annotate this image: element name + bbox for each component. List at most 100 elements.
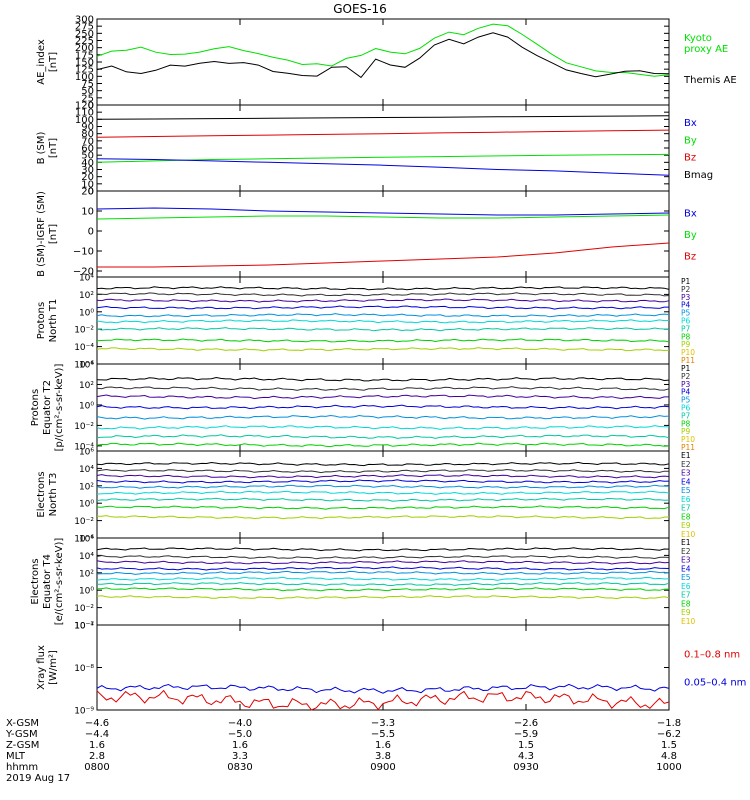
x-axis-row-label: X-GSM: [6, 718, 39, 729]
legend-entry: E8: [681, 599, 691, 608]
y-tick-label: 10: [81, 207, 94, 218]
legend-entry: P7: [681, 324, 691, 333]
y-tick-label: 10⁻⁴: [74, 622, 94, 632]
y-tick-label: 20: [81, 187, 94, 198]
y-tick-label: 10: [81, 179, 94, 190]
y-tick-label: 10⁴: [79, 274, 94, 284]
legend-entry: E10: [681, 617, 696, 626]
legend-entry: P1: [681, 277, 691, 286]
x-axis-value: 1.6: [375, 740, 391, 751]
y-axis-label: Electrons: [36, 471, 47, 517]
legend-entry: P9: [681, 340, 691, 349]
y-tick-label: 40: [81, 158, 94, 169]
series-line: [96, 570, 670, 575]
x-axis-value: 1.5: [661, 740, 677, 751]
series-line: [96, 32, 670, 79]
y-tick-label: 10⁰: [79, 401, 94, 411]
y-tick-label: 10⁴: [79, 465, 94, 475]
legend-entry: P3: [681, 380, 691, 389]
y-tick-label: 10⁻⁸: [74, 664, 94, 674]
series-line: [96, 158, 670, 176]
x-axis-value: −4.4: [85, 729, 109, 740]
y-tick-label: 10⁻⁴: [74, 442, 94, 452]
series-line: [96, 425, 670, 430]
y-tick-label: 10⁻⁶: [74, 361, 94, 371]
panel-4: [96, 276, 670, 365]
legend-entry: P4: [681, 301, 691, 310]
legend-entry: P10: [681, 435, 695, 444]
y-axis-label: North T3: [48, 473, 59, 517]
panel-frame: [96, 537, 670, 626]
series-line: [96, 461, 670, 467]
y-tick-label: −20: [73, 267, 94, 278]
panel-5: [96, 363, 670, 452]
series-line: [96, 547, 670, 552]
y-tick-label: 75: [81, 79, 94, 90]
series-line: [96, 414, 670, 420]
legend-entry: By: [684, 230, 697, 241]
legend-entry: P5: [681, 396, 691, 405]
legend-entry: E8: [681, 512, 691, 521]
y-tick-label: 175: [75, 50, 94, 61]
legend-entry: E1: [681, 538, 691, 547]
legend-entry: P6: [681, 317, 691, 326]
series-line: [96, 394, 669, 400]
y-axis-label: [W/m²]: [48, 650, 59, 685]
x-axis-value: 0830: [227, 762, 252, 773]
legend-entry: Themis AE: [683, 75, 737, 86]
series-line: [96, 595, 670, 600]
series-line: [96, 560, 670, 565]
legend-entry: P7: [681, 411, 691, 420]
legend-entry: E7: [681, 591, 691, 600]
legend-entry: P8: [681, 332, 691, 341]
legend-entry: P1: [681, 364, 691, 373]
y-tick-label: 10⁰: [79, 500, 94, 510]
series-line: [96, 338, 670, 343]
y-axis-label: Electrons: [30, 558, 41, 604]
series-line: [96, 347, 670, 352]
legend-entry: E6: [681, 495, 691, 504]
series-line: [96, 566, 670, 571]
y-tick-label: 10⁴: [79, 552, 94, 562]
legend-entry: Kyoto: [684, 33, 712, 44]
legend-entry: 0.05–0.4 nm: [684, 678, 746, 689]
series-line: [96, 515, 670, 520]
x-axis-row-label: Y-GSM: [5, 729, 38, 740]
panel-frame: [96, 276, 670, 365]
x-axis-value: 1.6: [232, 740, 248, 751]
y-axis-label: [p/(cm²-s-sr-keV)]: [54, 364, 65, 452]
x-axis-row-label: hhmm: [6, 762, 38, 773]
legend-entry: E9: [681, 608, 691, 617]
series-line: [96, 404, 670, 410]
y-tick-label: 225: [75, 36, 94, 47]
y-tick-label: 10²: [79, 291, 94, 301]
legend-entry: Bz: [684, 252, 696, 263]
x-axis-value: 0800: [84, 762, 109, 773]
y-tick-label: 100: [75, 115, 94, 126]
legend-entry: E7: [681, 504, 691, 513]
y-axis-label: [nT]: [48, 52, 59, 72]
legend-entry: P11: [681, 356, 695, 365]
x-axis-value: −2.6: [514, 718, 538, 729]
series-line: [96, 474, 670, 479]
series-line: [96, 298, 670, 303]
x-axis-value: 3.3: [232, 751, 248, 762]
series-line: [96, 386, 670, 391]
x-axis-value: 0930: [513, 762, 538, 773]
series-line: [96, 479, 670, 484]
series-line: [96, 153, 670, 163]
y-tick-label: 10²: [79, 381, 94, 391]
y-tick-label: 10²: [79, 569, 94, 579]
series-line: [96, 497, 670, 502]
x-axis-value: 2.8: [89, 751, 105, 762]
y-tick-label: 275: [75, 22, 94, 33]
panel-6: [96, 450, 670, 539]
x-axis-value: 0900: [370, 762, 395, 773]
x-axis-value: 4.3: [518, 751, 534, 762]
y-tick-label: −10: [73, 247, 94, 258]
series-line: [96, 319, 670, 324]
x-axis-value: −4.0: [228, 718, 252, 729]
panel-frame: [96, 624, 670, 711]
legend-entry: E4: [681, 477, 691, 486]
